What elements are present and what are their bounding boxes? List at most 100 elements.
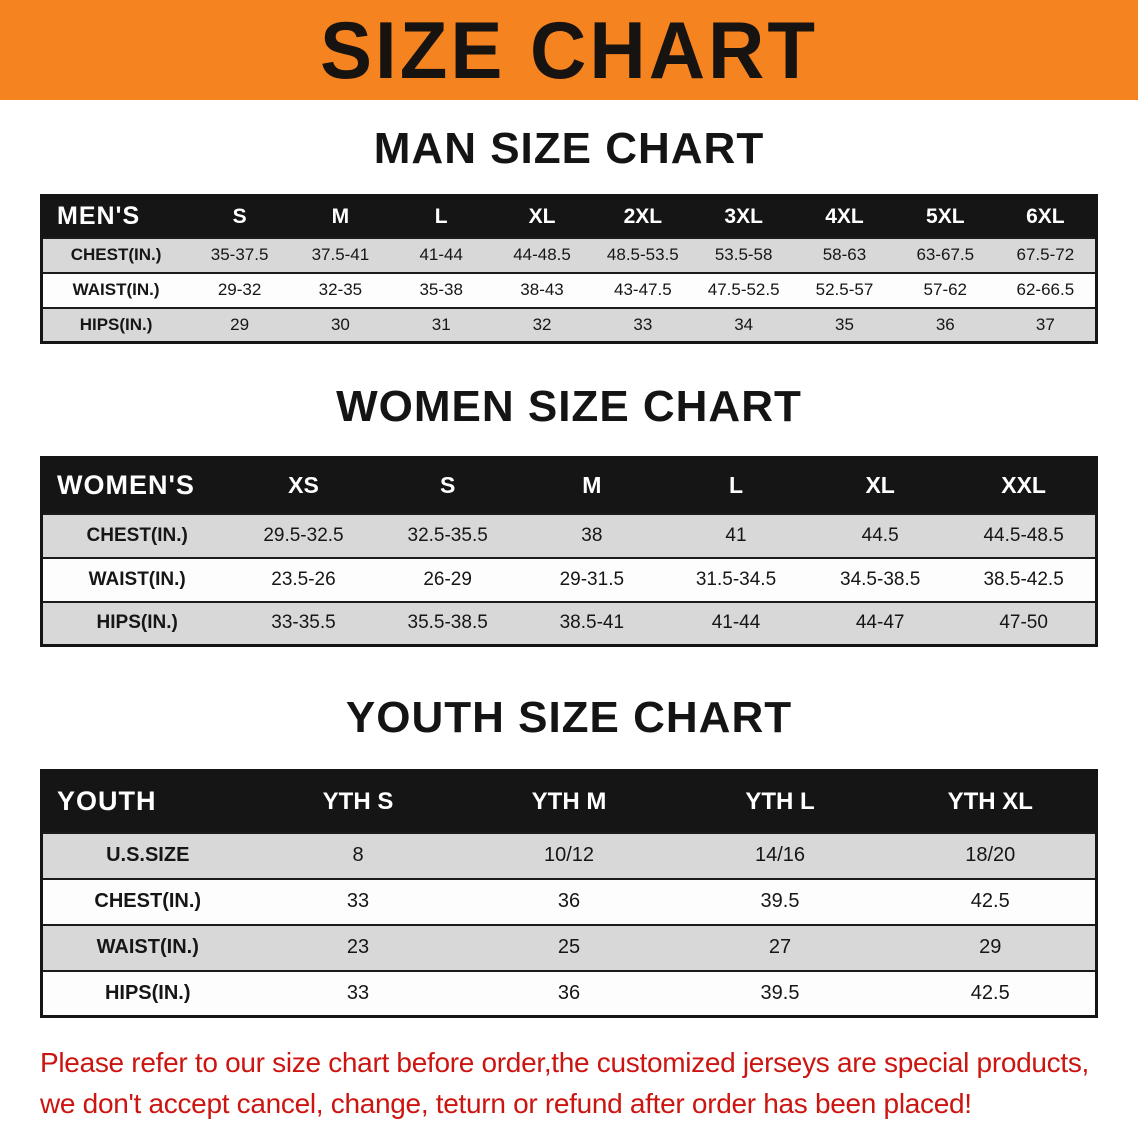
row-label-cell: HIPS(IN.) <box>104 981 191 1004</box>
value-cell: 18/20 <box>965 844 1016 866</box>
men-section-heading: MAN SIZE CHART <box>373 124 765 173</box>
disclaimer-line-2: we don't accept cancel, change, teturn o… <box>40 1088 972 1120</box>
row-label-cell: WAIST(IN.) <box>96 936 199 958</box>
size-header-cell: XXL <box>952 457 1097 514</box>
value-cell: 27 <box>768 936 792 958</box>
value-cell: 39.5 <box>760 981 800 1004</box>
value-cell: 32.5-35.5 <box>407 524 488 546</box>
value-cell: 33 <box>346 981 370 1004</box>
size-header-cell: L <box>663 457 809 514</box>
value-cell: 32 <box>532 314 552 334</box>
size-header-cell: L <box>390 195 492 238</box>
value-cell: 35.5-38.5 <box>407 612 488 634</box>
table-header-row: WOMEN'S XS S M L XL XXL <box>41 457 1097 514</box>
size-header-cell: XL <box>808 457 953 514</box>
size-header-cell: YTH S <box>252 770 464 833</box>
value-cell: 29.5-32.5 <box>263 524 344 546</box>
value-cell: 38.5-42.5 <box>983 568 1064 590</box>
value-cell: 37.5-41 <box>311 245 370 264</box>
size-header-cell: S <box>189 195 290 238</box>
value-cell: 23 <box>346 936 370 958</box>
table-row: CHEST(IN.) 29.5-32.5 32.5-35.5 38 41 44.5 44.5… <box>41 513 1097 558</box>
size-header-cell: 5XL <box>894 195 996 238</box>
size-header-cell: YTH M <box>463 770 675 833</box>
size-header-cell: M <box>519 457 664 514</box>
value-cell: 44.5 <box>861 524 899 546</box>
row-label-cell: HIPS(IN.) <box>96 612 178 634</box>
value-cell: 31 <box>431 314 451 334</box>
table-header-row: MEN'S S M L XL 2XL 3XL 4XL 5XL 6XL <box>41 195 1097 238</box>
disclaimer-line-1: Please refer to our size chart before or… <box>40 1047 1090 1078</box>
row-label-cell: CHEST(IN.) <box>94 890 202 912</box>
value-cell: 52.5-57 <box>815 280 874 299</box>
disclaimer: Please refer to our size chart before or… <box>40 1042 1098 1125</box>
value-cell: 62-66.5 <box>1016 280 1075 299</box>
value-cell: 41-44 <box>419 245 463 264</box>
section-men: MAN SIZE CHART MEN'S S M L XL 2XL 3XL 4XL 5XL 6XL… <box>0 124 1138 344</box>
value-cell: 8 <box>352 844 364 866</box>
value-cell: 23.5-26 <box>271 568 336 590</box>
value-cell: 29 <box>979 936 1002 958</box>
value-cell: 38 <box>581 524 603 546</box>
value-cell: 30 <box>330 314 350 334</box>
youth-size-table: YOUTH YTH S YTH M YTH L YTH XL U.S.SIZE 8 10/12… <box>40 769 1098 1018</box>
value-cell: 47-50 <box>999 612 1048 634</box>
value-cell: 57-62 <box>923 280 968 299</box>
youth-section-heading: YOUTH SIZE CHART <box>345 693 793 742</box>
size-header-cell: XS <box>231 457 376 514</box>
row-label-cell: HIPS(IN.) <box>79 314 153 334</box>
value-cell: 29 <box>230 314 250 334</box>
size-header-cell: XL <box>491 195 593 238</box>
value-cell: 36 <box>935 314 955 334</box>
value-cell: 35-37.5 <box>210 245 269 264</box>
value-cell: 44.5-48.5 <box>983 524 1064 546</box>
value-cell: 35 <box>835 314 854 334</box>
men-size-table: MEN'S S M L XL 2XL 3XL 4XL 5XL 6XL CHEST(IN.) 35-37… <box>40 194 1098 344</box>
value-cell: 36 <box>557 890 581 912</box>
value-cell: 44-47 <box>855 612 905 634</box>
table-row: WAIST(IN.) 29-32 32-35 35-38 38-43 43-47.5 47.… <box>41 272 1097 308</box>
value-cell: 42.5 <box>970 981 1010 1004</box>
row-label-cell: CHEST(IN.) <box>70 245 162 264</box>
value-cell: 48.5-53.5 <box>606 245 679 264</box>
value-cell: 39.5 <box>760 890 800 912</box>
value-cell: 38-43 <box>520 280 564 299</box>
table-row: HIPS(IN.) 29 30 31 32 33 34 35 36 37 <box>41 307 1097 343</box>
women-section-heading: WOMEN SIZE CHART <box>336 382 802 431</box>
value-cell: 63-67.5 <box>916 245 975 264</box>
value-cell: 31.5-34.5 <box>695 568 777 590</box>
value-cell: 26-29 <box>423 568 472 590</box>
value-cell: 42.5 <box>970 890 1010 912</box>
value-cell: 41 <box>725 524 747 546</box>
women-size-table: WOMEN'S XS S M L XL XXL CHEST(IN.) 29.5-32.5 32.5… <box>40 456 1098 647</box>
page-title: SIZE CHART <box>320 3 818 96</box>
value-cell: 29-32 <box>217 280 262 299</box>
value-cell: 25 <box>557 936 581 958</box>
size-header-cell: 4XL <box>794 195 895 238</box>
row-label-cell: U.S.SIZE <box>106 844 190 866</box>
value-cell: 44-48.5 <box>513 245 571 264</box>
size-header-cell: S <box>375 457 520 514</box>
value-cell: 37 <box>1035 314 1055 334</box>
table-row: WAIST(IN.) 23.5-26 26-29 29-31.5 31.5-34.5 34… <box>41 557 1097 602</box>
value-cell: 47.5-52.5 <box>707 280 780 299</box>
value-cell: 34.5-38.5 <box>840 568 921 590</box>
size-header-cell: 2XL <box>592 195 694 238</box>
value-cell: 10/12 <box>543 844 595 866</box>
size-header-cell: YTH XL <box>885 770 1097 833</box>
value-cell: 29-31.5 <box>559 568 625 590</box>
row-label-cell: WAIST(IN.) <box>72 280 160 299</box>
value-cell: 67.5-72 <box>1016 245 1075 264</box>
size-table: MEN'S S M L XL 2XL 3XL 4XL 5XL 6XL CHEST(IN.) 35-37… <box>40 194 1098 344</box>
table-title-cell: MEN'S <box>41 195 190 238</box>
value-cell: 43-47.5 <box>614 280 672 299</box>
value-cell: 38.5-41 <box>559 612 625 634</box>
table-row: WAIST(IN.) 23 25 27 29 <box>41 924 1097 971</box>
value-cell: 53.5-58 <box>714 245 773 264</box>
size-header-cell: 3XL <box>693 195 795 238</box>
table-header-row: YOUTH YTH S YTH M YTH L YTH XL <box>41 770 1097 833</box>
size-table: WOMEN'S XS S M L XL XXL CHEST(IN.) 29.5-32.5 32.5… <box>40 456 1098 647</box>
section-youth: YOUTH SIZE CHART YOUTH YTH S YTH M YTH L YTH… <box>0 693 1138 1018</box>
table-row: CHEST(IN.) 33 36 39.5 42.5 <box>41 878 1097 925</box>
value-cell: 14/16 <box>754 844 806 866</box>
